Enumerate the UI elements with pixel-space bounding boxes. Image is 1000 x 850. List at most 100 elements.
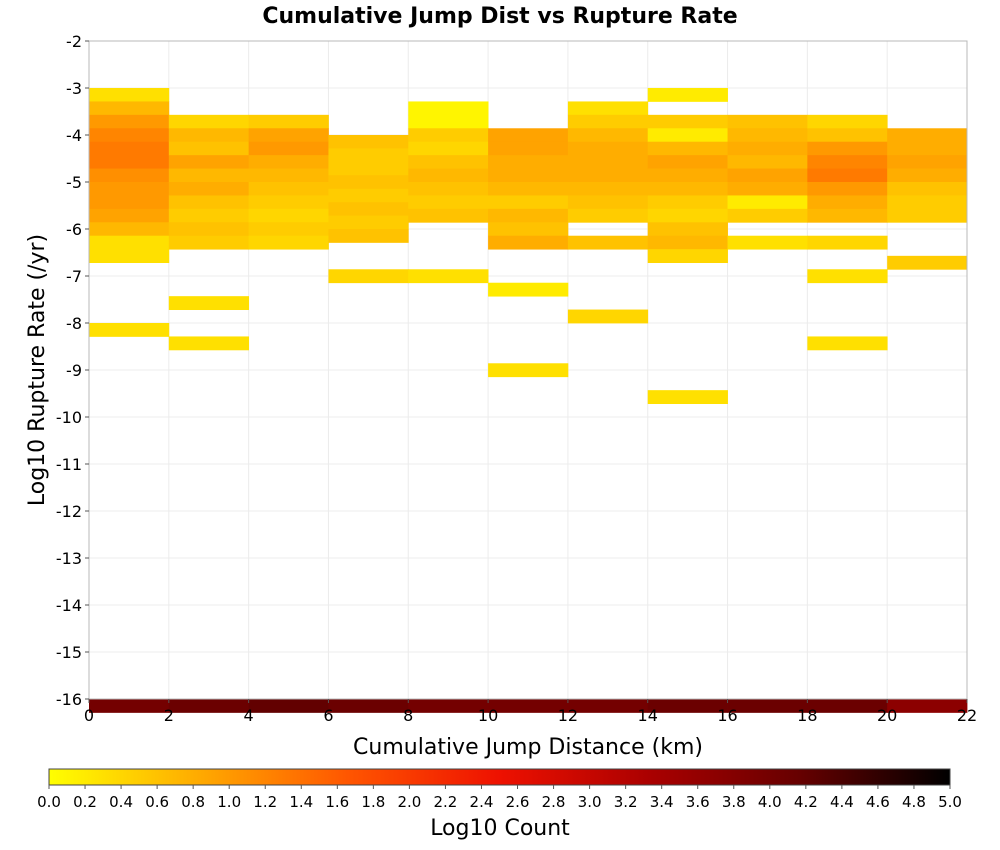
heatmap-cell — [807, 168, 888, 183]
heatmap-cell — [488, 182, 569, 196]
heatmap-cell — [488, 155, 569, 170]
heatmap-cell — [408, 101, 489, 116]
heatmap-cell — [328, 161, 409, 176]
heatmap-cell — [647, 88, 728, 102]
y-tick-label: -10 — [56, 408, 82, 427]
heatmap-cell — [647, 168, 728, 183]
heatmap-cell — [248, 195, 329, 210]
y-tick-label: -5 — [66, 173, 82, 192]
heatmap-cell — [168, 222, 250, 237]
heatmap-cell — [647, 699, 728, 713]
colorbar-tick-label: 2.8 — [542, 793, 566, 811]
x-tick-label: 20 — [877, 706, 897, 725]
colorbar-tick-label: 2.6 — [506, 793, 530, 811]
heatmap-cell — [89, 101, 170, 116]
heatmap-cell — [727, 208, 808, 223]
heatmap-cell — [408, 168, 489, 183]
x-tick-label: 6 — [323, 706, 333, 725]
heatmap-cell — [89, 88, 170, 102]
heatmap-cell — [408, 269, 489, 284]
colorbar-tick-label: 3.4 — [650, 793, 674, 811]
heatmap-cell — [408, 195, 489, 210]
colorbar-tick-label: 0.0 — [37, 793, 61, 811]
colorbar-tick-label: 2.4 — [470, 793, 494, 811]
colorbar-tick-label: 3.0 — [578, 793, 602, 811]
heatmap-cell — [168, 155, 250, 170]
heatmap-cell — [887, 255, 968, 270]
heatmap-cell — [807, 235, 888, 250]
heatmap-cell — [248, 155, 329, 170]
heatmap-cell — [89, 114, 170, 129]
chart-title: Cumulative Jump Dist vs Rupture Rate — [262, 4, 737, 29]
colorbar-tick-label: 0.8 — [181, 793, 205, 811]
heatmap-cell — [248, 141, 329, 156]
x-tick-label: 8 — [403, 706, 413, 725]
heatmap-cell — [168, 182, 250, 196]
x-tick-label: 18 — [797, 706, 817, 725]
colorbar-tick-label: 0.4 — [109, 793, 133, 811]
heatmap-cell — [807, 114, 888, 129]
x-axis-ticks: 0 2 4 6 8 10 12 14 16 18 20 22 — [84, 699, 977, 725]
heatmap-cell — [248, 128, 329, 143]
heatmap-cell — [567, 155, 649, 170]
heatmap-cell — [89, 168, 170, 183]
heatmap-cell — [567, 101, 649, 116]
colorbar-tick-label: 0.6 — [145, 793, 169, 811]
heatmap-cell — [168, 128, 250, 143]
heatmap-cell — [727, 155, 808, 170]
colorbar — [48, 768, 951, 786]
x-tick-label: 12 — [558, 706, 578, 725]
heatmap-cell — [807, 336, 888, 351]
heatmap-cell — [328, 229, 409, 243]
heatmap-cell — [488, 195, 569, 210]
heatmap-cell — [567, 168, 649, 183]
colorbar-tick-label: 1.2 — [253, 793, 277, 811]
heatmap-cell — [168, 195, 250, 210]
heatmap-cell — [807, 699, 888, 713]
heatmap-cell — [89, 249, 170, 264]
heatmap-cells — [89, 88, 968, 713]
colorbar-tick-label: 0.2 — [73, 793, 97, 811]
colorbar-tick-label: 2.0 — [397, 793, 421, 811]
heatmap-cell — [248, 168, 329, 183]
y-axis-ticks: -2 -3 -4 -5 -6 -7 -8 -9 -10 -11 -12 -13 -14 -15 -16 — [56, 32, 89, 709]
colorbar-tick-label: 1.8 — [361, 793, 385, 811]
heatmap-cell — [647, 208, 728, 223]
heatmap-cell — [727, 128, 808, 143]
heatmap-cell — [328, 175, 409, 190]
heatmap-cell — [887, 128, 968, 143]
heatmap-cell — [248, 114, 329, 129]
y-tick-label: -4 — [66, 126, 82, 145]
heatmap-cell — [328, 269, 409, 284]
x-tick-label: 2 — [164, 706, 174, 725]
heatmap-cell — [89, 235, 170, 250]
heatmap-cell — [408, 141, 489, 156]
y-axis-label: Log10 Rupture Rate (/yr) — [25, 234, 50, 506]
heatmap-cell — [408, 182, 489, 196]
heatmap-cell — [168, 699, 250, 713]
y-tick-label: -16 — [56, 690, 82, 709]
heatmap-cell — [89, 222, 170, 237]
heatmap-cell — [807, 269, 888, 284]
x-tick-label: 4 — [244, 706, 254, 725]
heatmap-cell — [248, 208, 329, 223]
colorbar-tick-label: 3.2 — [614, 793, 638, 811]
y-tick-label: -8 — [66, 314, 82, 333]
heatmap-cell — [647, 128, 728, 143]
heatmap-cell — [727, 699, 808, 713]
colorbar-tick-label: 4.8 — [902, 793, 926, 811]
heatmap-cell — [887, 195, 968, 210]
heatmap-cell — [89, 182, 170, 196]
heatmap-cell — [408, 208, 489, 223]
heatmap-cell — [647, 249, 728, 264]
heatmap-cell — [567, 699, 649, 713]
colorbar-tick-label: 1.4 — [289, 793, 313, 811]
heatmap-cell — [647, 390, 728, 405]
heatmap-cell — [168, 168, 250, 183]
y-tick-label: -7 — [66, 267, 82, 286]
heatmap-cell — [408, 128, 489, 143]
heatmap-cell — [887, 699, 968, 713]
colorbar-tick-label: 2.2 — [434, 793, 458, 811]
heatmap-cell — [248, 222, 329, 237]
